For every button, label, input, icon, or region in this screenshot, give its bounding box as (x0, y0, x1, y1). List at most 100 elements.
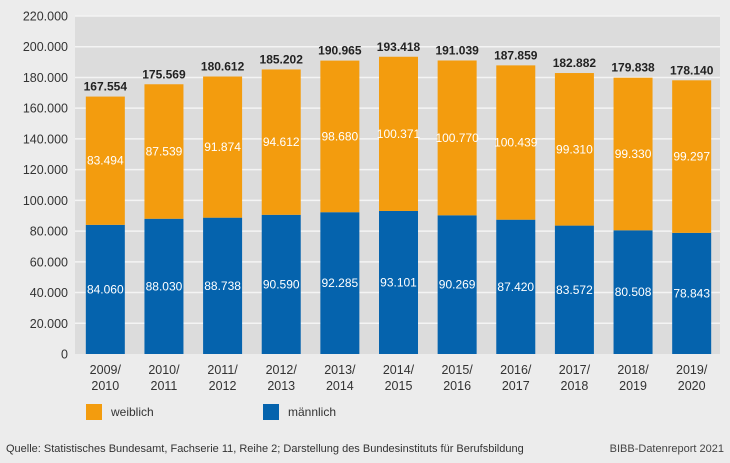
x-tick-label: 2017 (502, 379, 530, 393)
y-axis: 0 20.000 40.000 60.000 80.000 100.000 120.000 1… (23, 10, 68, 362)
y-tick-label: 160.000 (23, 102, 68, 116)
y-tick-label: 140.000 (23, 132, 68, 146)
bar-weiblich (144, 84, 184, 219)
x-tick-label: 2016/ (500, 363, 532, 377)
y-tick-label: 40.000 (30, 286, 68, 300)
legend-item-maennlich: männlich (263, 404, 336, 420)
data-label-weiblich: 99.310 (556, 142, 593, 156)
data-label-maennlich: 93.101 (380, 275, 417, 289)
x-tick-label: 2019/ (676, 363, 708, 377)
bar-maennlich (437, 215, 477, 354)
data-label-maennlich: 90.590 (263, 277, 300, 291)
report-credit: BIBB-Datenreport 2021 (609, 443, 724, 455)
x-tick-label: 2010 (91, 379, 119, 393)
data-label-total: 178.140 (670, 63, 714, 77)
bar-maennlich (320, 212, 360, 354)
x-axis: 2009/2010 2010/2011 2011/2012 2012/2013 2013… (90, 363, 708, 393)
legend: weiblich männlich (0, 404, 730, 424)
y-tick-label: 80.000 (30, 225, 68, 239)
data-label-weiblich: 100.770 (435, 131, 479, 145)
y-tick-label: 0 (61, 348, 68, 362)
x-tick-label: 2009/ (90, 363, 122, 377)
y-tick-label: 220.000 (23, 10, 68, 24)
legend-item-weiblich: weiblich (86, 404, 154, 420)
data-label-maennlich: 92.285 (322, 276, 359, 290)
data-label-maennlich: 90.269 (439, 278, 476, 292)
x-tick-label: 2013/ (324, 363, 356, 377)
x-tick-label: 2011/ (207, 363, 238, 377)
x-tick-label: 2020 (678, 379, 706, 393)
data-label-total: 191.039 (435, 43, 479, 57)
bar-weiblich (672, 80, 712, 233)
data-label-weiblich: 91.874 (204, 140, 241, 154)
x-tick-label: 2015 (385, 379, 413, 393)
bar-weiblich (203, 76, 243, 218)
bar-weiblich (85, 96, 125, 225)
bar-weiblich (320, 60, 360, 213)
data-label-weiblich: 99.330 (615, 147, 652, 161)
y-tick-label: 60.000 (30, 255, 68, 269)
x-tick-label: 2012 (209, 379, 237, 393)
bar-weiblich (496, 65, 536, 220)
bar-weiblich (261, 69, 301, 215)
data-label-total: 180.612 (201, 60, 245, 74)
data-label-weiblich: 87.539 (146, 145, 183, 159)
bar-maennlich (379, 210, 418, 354)
x-tick-label: 2014/ (383, 363, 415, 377)
data-label-maennlich: 88.030 (146, 279, 183, 293)
y-tick-label: 120.000 (23, 163, 68, 177)
data-label-total: 185.202 (260, 52, 304, 66)
bar-weiblich (554, 73, 594, 226)
data-label-maennlich: 83.572 (556, 283, 593, 297)
bar-maennlich (613, 230, 653, 354)
bar-maennlich (672, 232, 712, 354)
data-label-maennlich: 87.420 (497, 280, 534, 294)
data-label-total: 179.838 (611, 61, 655, 75)
data-label-total: 175.569 (142, 67, 186, 81)
data-label-total: 167.554 (84, 80, 128, 94)
y-tick-label: 180.000 (23, 71, 68, 85)
bar-maennlich (85, 224, 125, 354)
bar-weiblich (437, 60, 477, 216)
x-tick-label: 2011 (151, 379, 178, 393)
data-label-weiblich: 83.494 (87, 154, 124, 168)
x-tick-label: 2018 (561, 379, 589, 393)
legend-label-maennlich: männlich (288, 405, 337, 419)
data-label-weiblich: 100.439 (494, 136, 538, 150)
x-tick-label: 2010/ (148, 363, 180, 377)
bar-maennlich (496, 219, 536, 354)
y-tick-label: 20.000 (30, 317, 68, 331)
footer: Quelle: Statistisches Bundesamt, Fachser… (6, 443, 724, 459)
x-tick-label: 2013 (267, 379, 295, 393)
data-label-weiblich: 100.371 (377, 127, 421, 141)
source-note: Quelle: Statistisches Bundesamt, Fachser… (6, 443, 524, 455)
bar-maennlich (554, 225, 594, 354)
x-tick-label: 2012/ (266, 363, 298, 377)
data-label-maennlich: 80.508 (615, 285, 652, 299)
bar-maennlich (261, 214, 301, 354)
data-label-weiblich: 99.297 (673, 150, 710, 164)
bar-weiblich (379, 56, 418, 211)
bar-maennlich (144, 218, 184, 354)
data-label-total: 190.965 (318, 44, 362, 58)
legend-label-weiblich: weiblich (111, 405, 154, 419)
y-tick-label: 100.000 (23, 194, 68, 208)
x-tick-label: 2017/ (559, 363, 591, 377)
x-tick-label: 2018/ (617, 363, 649, 377)
legend-swatch-weiblich (86, 404, 102, 420)
data-label-weiblich: 98.680 (322, 129, 359, 143)
data-label-maennlich: 88.738 (204, 279, 241, 293)
legend-swatch-maennlich (263, 404, 279, 420)
x-tick-label: 2014 (326, 379, 354, 393)
data-label-total: 182.882 (553, 56, 597, 70)
x-tick-label: 2016 (443, 379, 471, 393)
y-tick-label: 200.000 (23, 40, 68, 54)
data-label-maennlich: 78.843 (673, 286, 710, 300)
data-label-total: 193.418 (377, 40, 421, 54)
data-label-maennlich: 84.060 (87, 282, 124, 296)
x-tick-label: 2019 (619, 379, 647, 393)
data-label-weiblich: 94.612 (263, 135, 300, 149)
stacked-bar-chart: 0 20.000 40.000 60.000 80.000 100.000 120.000 1… (23, 10, 720, 393)
x-tick-label: 2015/ (441, 363, 473, 377)
bars: 84.060 83.494 167.554 88.030 87.539 175.569 88… (84, 40, 714, 354)
